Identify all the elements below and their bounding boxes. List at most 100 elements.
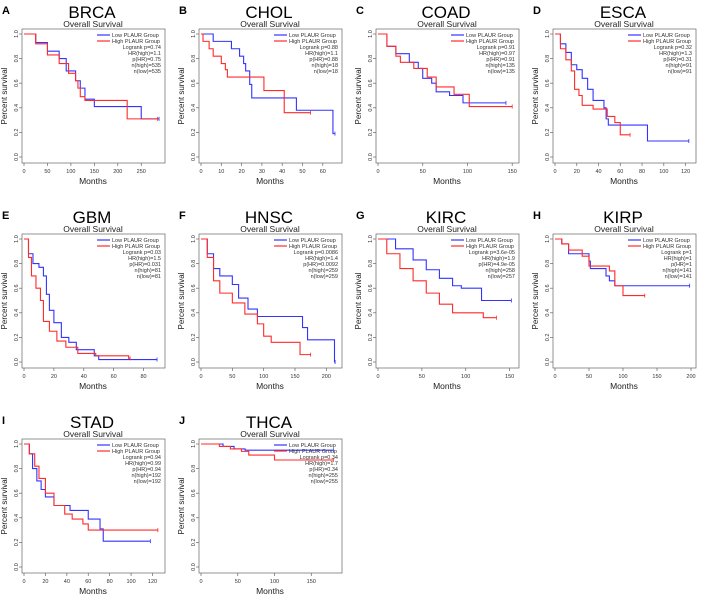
stat-line: HR(high)=1.7 (305, 461, 338, 467)
y-tick-label: 0.6 (14, 489, 20, 497)
high-group-curve (201, 33, 311, 114)
x-tick-label: 0 (22, 169, 25, 175)
y-tick-label: 1.0 (545, 30, 551, 38)
plot-box (375, 28, 520, 164)
panel-hnsc: F HNSC Overall Survival 0.0 0.2 0.4 0.6 0.8 1.0 P… (177, 205, 354, 400)
x-tick-label: 20 (51, 374, 57, 380)
stat-line: n(low)=81 (137, 274, 161, 280)
stat-line: n(low)=257 (488, 274, 515, 280)
x-tick-label: 250 (137, 169, 146, 175)
stat-line: n(low)=135 (488, 69, 515, 75)
x-tick-label: 0 (376, 374, 379, 380)
y-tick-label: 0.4 (14, 514, 20, 522)
y-tick-label: 0.6 (14, 79, 20, 87)
x-tick-label: 200 (686, 374, 695, 380)
x-axis-label: Months (79, 586, 107, 596)
stat-line: HR(high)=1.4 (305, 256, 338, 262)
y-tick-label: 0.4 (368, 104, 374, 112)
stat-line: p(HR)=0.75 (132, 57, 161, 63)
low-group-curve (201, 33, 335, 135)
plot-box (552, 233, 697, 369)
legend-high-label: High PLAUR Group (466, 244, 514, 250)
x-tick-label: 60 (320, 169, 326, 175)
panel-title: BRCA (68, 3, 116, 22)
stat-line: Logrank p=0.74 (123, 45, 161, 51)
legend-low-label: Low PLAUR Group (466, 33, 513, 39)
stat-line: Logrank p=0.34 (300, 455, 338, 461)
x-tick-label: 60 (111, 374, 117, 380)
x-tick-label: 80 (140, 374, 146, 380)
panel-thca: J THCA Overall Survival 0.0 0.2 0.4 0.6 0.8 1.0 P… (177, 410, 354, 605)
stat-line: Logrank p=0.91 (477, 45, 515, 51)
chart-subtitle: Overall Survival (417, 224, 477, 234)
x-axis-label: Months (610, 176, 638, 186)
high-group-curve (24, 443, 158, 531)
legend-high-label: High PLAUR Group (289, 39, 337, 45)
y-tick-label: 0.0 (368, 358, 374, 366)
x-tick-label: 100 (461, 374, 470, 380)
legend-high-label: High PLAUR Group (112, 449, 160, 455)
y-tick-label: 0.8 (14, 260, 20, 268)
legend-low-label: Low PLAUR Group (289, 33, 336, 39)
x-tick-label: 40 (81, 374, 87, 380)
stat-line: Logrank p=0.88 (300, 45, 338, 51)
plot-box (21, 233, 166, 369)
panel-gbm: E GBM Overall Survival 0.0 0.2 0.4 0.6 0.8 1.0 Pe… (0, 205, 177, 400)
y-tick-label: 0.4 (14, 309, 20, 317)
x-axis-label: Months (433, 176, 461, 186)
stat-line: HR(high)=1.1 (128, 51, 161, 57)
stat-line: n(high)=141 (662, 268, 692, 274)
low-group-curve (24, 443, 151, 542)
x-tick-label: 60 (85, 579, 91, 585)
y-tick-label: 0.8 (191, 465, 197, 473)
panel-title: ESCA (600, 3, 647, 22)
x-axis-label: Months (256, 381, 284, 391)
legend-low-label: Low PLAUR Group (289, 443, 336, 449)
high-group-curve (378, 33, 513, 108)
stat-line: p(HR)=4.9e-05 (478, 262, 515, 268)
y-tick-label: 0.8 (368, 260, 374, 268)
y-tick-label: 1.0 (14, 235, 20, 243)
stat-line: Logrank p=0.0086 (294, 250, 339, 256)
stat-line: p(HR)=1 (671, 262, 692, 268)
stat-line: Logrank p=0.94 (123, 455, 161, 461)
x-tick-label: 150 (290, 374, 299, 380)
panel-letter: D (533, 5, 541, 17)
y-tick-label: 0.2 (14, 334, 20, 342)
y-tick-label: 0.4 (368, 309, 374, 317)
legend-low-label: Low PLAUR Group (289, 238, 336, 244)
legend-high-label: High PLAUR Group (289, 449, 337, 455)
x-tick-label: 20 (574, 169, 580, 175)
x-tick-label: 150 (508, 169, 517, 175)
x-tick-label: 30 (259, 169, 265, 175)
stat-line: p(HR)=0.94 (132, 467, 161, 473)
y-tick-label: 0.6 (545, 79, 551, 87)
panel-letter: F (179, 210, 186, 222)
panel-title: COAD (421, 3, 470, 22)
stat-line: HR(high)=1.1 (305, 51, 338, 57)
stat-line: n(high)=18 (312, 63, 338, 69)
y-tick-label: 0.2 (545, 334, 551, 342)
x-tick-label: 60 (617, 169, 623, 175)
x-tick-label: 150 (307, 579, 316, 585)
panel-letter: I (2, 415, 5, 427)
chart-subtitle: Overall Survival (63, 429, 123, 439)
y-tick-label: 0.6 (368, 284, 374, 292)
y-tick-label: 0.2 (14, 539, 20, 547)
high-group-curve (24, 238, 131, 359)
chart-subtitle: Overall Survival (594, 224, 654, 234)
chart-subtitle: Overall Survival (63, 224, 123, 234)
legend-high-label: High PLAUR Group (643, 39, 691, 45)
x-tick-label: 40 (279, 169, 285, 175)
y-axis-label: Percent survival (177, 477, 186, 534)
panel-letter: G (356, 210, 365, 222)
y-tick-label: 0.2 (191, 334, 197, 342)
y-tick-label: 0.8 (191, 55, 197, 63)
stat-line: n(high)=192 (131, 473, 161, 479)
x-tick-label: 50 (229, 374, 235, 380)
legend-high-label: High PLAUR Group (289, 244, 337, 250)
y-tick-label: 0.2 (191, 539, 197, 547)
y-axis-label: Percent survival (354, 272, 363, 329)
